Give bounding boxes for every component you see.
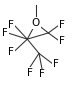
Text: F: F <box>2 28 8 38</box>
Text: O: O <box>32 18 40 28</box>
Text: F: F <box>59 20 65 30</box>
Text: F: F <box>53 59 59 69</box>
Text: F: F <box>27 68 33 78</box>
Text: F: F <box>8 20 14 30</box>
Text: F: F <box>39 69 45 79</box>
Text: F: F <box>59 36 65 46</box>
Text: F: F <box>8 47 14 57</box>
